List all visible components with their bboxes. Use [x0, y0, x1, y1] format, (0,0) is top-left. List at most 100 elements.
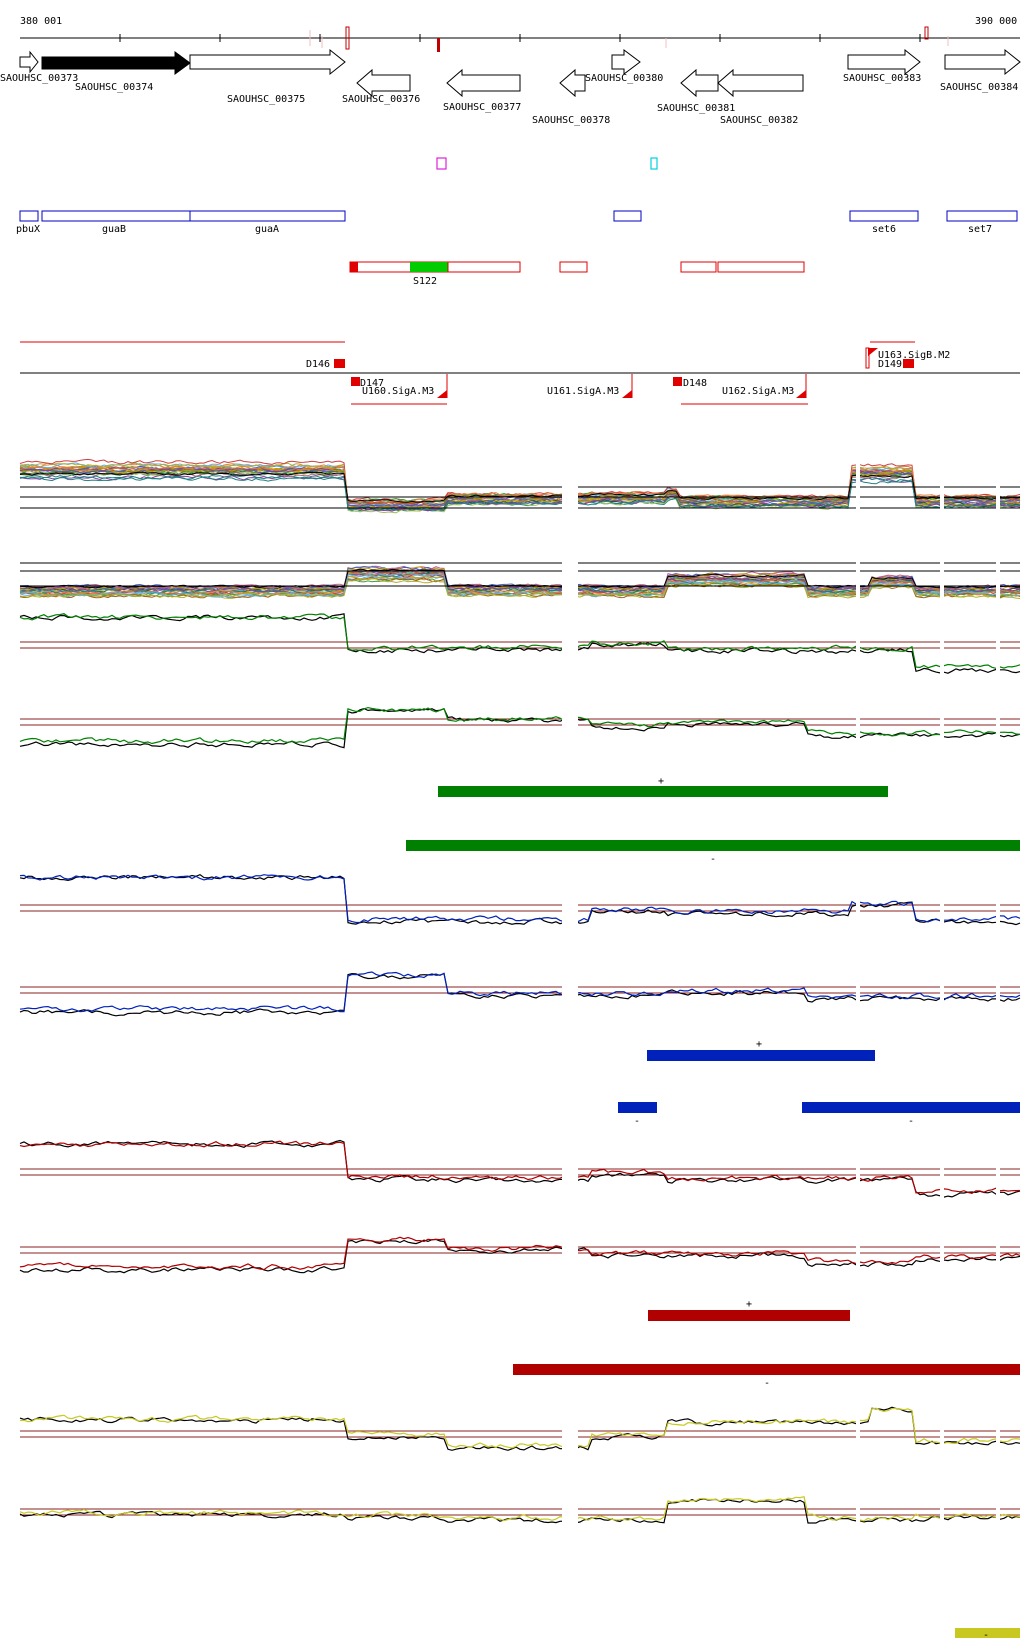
gene-name-track: pbuX guaB guaA set6 set7 — [16, 210, 1018, 235]
track-gap — [856, 868, 860, 948]
track-gap — [562, 1132, 578, 1212]
gene-name-label: guaA — [255, 224, 279, 235]
green-plus-bar[interactable] — [438, 786, 888, 797]
feature-track: D146 D147 D148 D149 U163.SigB.M2 U160.Si… — [20, 341, 1020, 405]
track-gap — [940, 1394, 944, 1474]
colored-signal-trace — [19, 613, 1021, 669]
gene-arrow-377[interactable] — [446, 68, 521, 98]
track-gap — [996, 868, 1000, 948]
track-gap — [562, 682, 578, 762]
gene-box-set6[interactable] — [849, 210, 919, 222]
gene-label: SAOUHSC_00378 — [532, 115, 610, 126]
strand-label: - — [983, 1630, 989, 1640]
red-plus-bar[interactable] — [648, 1310, 850, 1321]
track-gap — [996, 430, 1000, 520]
feature-label: D146 — [306, 359, 330, 370]
cyan-marker — [650, 157, 658, 170]
gene-arrow-00373[interactable] — [19, 50, 39, 74]
track-gap — [562, 430, 578, 520]
track-gap — [940, 1132, 944, 1212]
gene-box-unnamed[interactable] — [613, 210, 642, 222]
colored-signal-trace — [19, 706, 1021, 745]
gene-arrow-378[interactable] — [559, 68, 586, 98]
gene-arrow-384[interactable] — [944, 48, 1021, 76]
segment-track: S122 — [349, 261, 805, 287]
track-gap — [562, 868, 578, 948]
gene-arrow-382[interactable] — [717, 68, 804, 98]
track-gap — [996, 1472, 1000, 1552]
gene-arrow-00374[interactable] — [41, 51, 191, 75]
colored-signal-trace — [19, 1407, 1021, 1449]
heatmap-trace-b — [20, 572, 1021, 593]
green-minus-bar[interactable] — [406, 840, 1020, 851]
track-gap — [996, 682, 1000, 762]
black-signal-trace — [19, 1238, 1021, 1274]
heatmap-trace-a — [19, 467, 1021, 511]
gene-arrow-380[interactable] — [611, 49, 641, 75]
track-gap — [856, 682, 860, 762]
track-gap — [940, 605, 944, 685]
gene-arrow-00375[interactable] — [189, 48, 346, 76]
gene-label: SAOUHSC_00380 — [585, 73, 663, 84]
heatmap-trace-a — [19, 476, 1021, 511]
feature-label: U160.SigA.M3 — [362, 386, 434, 397]
black-signal-trace — [19, 972, 1021, 1017]
feature-label: D149 — [878, 359, 902, 370]
gene-label: SAOUHSC_00373 — [0, 73, 78, 84]
feature-label: U163.SigB.M2 — [878, 350, 950, 361]
red-minus-bar[interactable] — [513, 1364, 1020, 1375]
track-a-reference — [19, 471, 1021, 503]
track-gap — [562, 1394, 578, 1474]
track-gap — [940, 950, 944, 1030]
gene-name-label: set7 — [968, 224, 992, 235]
coordinate-ruler: 380 001 390 000 — [20, 16, 1020, 52]
gene-label: SAOUHSC_00383 — [843, 73, 921, 84]
colored-signal-trace — [19, 1495, 1021, 1522]
blue-plus-bar[interactable] — [647, 1050, 875, 1061]
gene-arrow-track — [19, 48, 1021, 98]
blue-minus-bar[interactable] — [802, 1102, 1020, 1113]
gene-label: SAOUHSC_00377 — [443, 102, 521, 113]
segment-box[interactable] — [680, 261, 717, 273]
strand-bars: + - + - - + - - — [406, 776, 1020, 1641]
gene-arrow-383[interactable] — [847, 48, 921, 76]
strand-label: - — [908, 1116, 914, 1127]
track-gap — [856, 555, 860, 605]
track-gap — [562, 555, 578, 605]
gene-label: SAOUHSC_00375 — [227, 94, 305, 105]
gene-arrow-381[interactable] — [680, 68, 719, 98]
gene-box-guaA[interactable] — [189, 210, 346, 222]
track-gap — [996, 1394, 1000, 1474]
track-gap — [940, 430, 944, 520]
gene-box-set7[interactable] — [946, 210, 1018, 222]
heatmap-trace-b — [19, 572, 1021, 595]
gene-label: SAOUHSC_00384 — [940, 82, 1018, 93]
blue-minus-bar[interactable] — [618, 1102, 657, 1113]
segment-start-mark — [350, 262, 358, 272]
ruler-start-label: 380 001 — [20, 16, 62, 27]
gene-box-pbuX[interactable] — [19, 210, 39, 222]
colored-signal-trace — [19, 874, 1021, 924]
segment-s122[interactable] — [410, 262, 448, 272]
colored-signal-trace — [19, 1236, 1021, 1271]
feature-d149[interactable] — [903, 359, 914, 368]
segment-box[interactable] — [717, 261, 805, 273]
heatmap-trace-a — [19, 465, 1021, 503]
gene-label: SAOUHSC_00376 — [342, 94, 420, 105]
feature-d148[interactable] — [673, 377, 682, 386]
feature-d146[interactable] — [334, 359, 345, 368]
track-gap — [856, 605, 860, 685]
gene-box-guaB[interactable] — [41, 210, 191, 222]
gene-arrow-376[interactable] — [356, 68, 411, 98]
yellow-minus-bar-visible[interactable] — [955, 1628, 1020, 1638]
gene-label: SAOUHSC_00382 — [720, 115, 798, 126]
strand-label: - — [764, 1378, 770, 1389]
segment-box[interactable] — [559, 261, 588, 273]
feature-d147[interactable] — [351, 377, 360, 386]
flag-u163 — [868, 348, 878, 356]
track-b-reference — [19, 568, 1021, 589]
feature-label: U162.SigA.M3 — [722, 386, 794, 397]
gene-labels: SAOUHSC_00373 SAOUHSC_00374 SAOUHSC_0037… — [0, 73, 1018, 126]
black-signal-trace — [19, 874, 1021, 926]
